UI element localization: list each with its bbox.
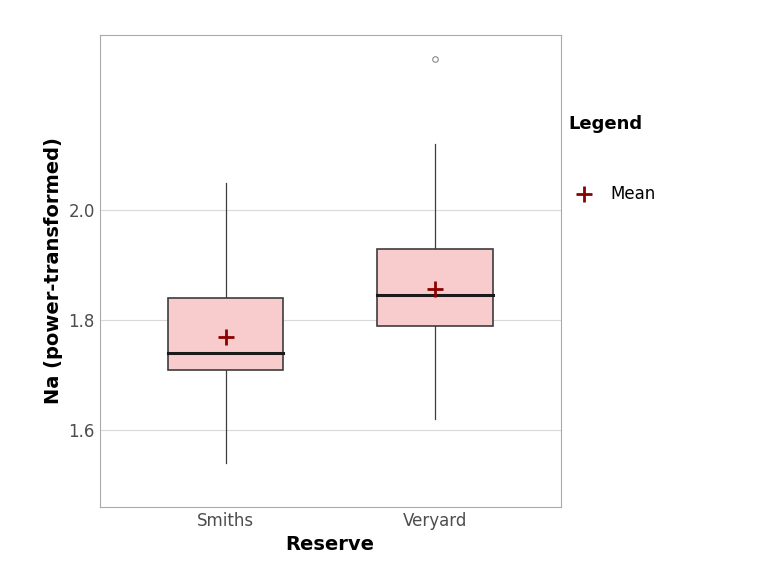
FancyBboxPatch shape [377, 249, 492, 325]
X-axis label: Reserve: Reserve [286, 535, 375, 554]
FancyBboxPatch shape [168, 298, 283, 370]
Text: Legend: Legend [568, 115, 643, 133]
Text: Mean: Mean [611, 185, 656, 203]
Y-axis label: Na (power-transformed): Na (power-transformed) [44, 137, 63, 404]
